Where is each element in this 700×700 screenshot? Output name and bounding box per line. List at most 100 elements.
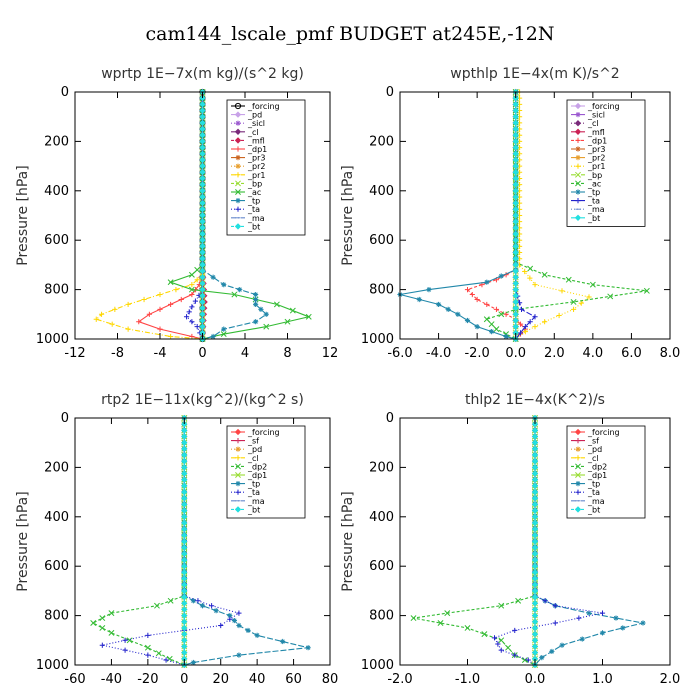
- series-point: [539, 654, 545, 661]
- series-point: [154, 602, 160, 609]
- series-point: [531, 451, 539, 459]
- legend-marker: [234, 428, 242, 436]
- series-point: [181, 563, 188, 570]
- legend: _forcing_sf_pd_cl_dp2_dp1_tp_ta_ma_bt: [226, 425, 306, 519]
- legend-entry: _pr1: [247, 171, 265, 180]
- legend-marker: [575, 163, 581, 169]
- legend-entry: _pr3: [247, 154, 265, 163]
- series-point: [99, 624, 106, 631]
- series-point: [181, 569, 188, 576]
- series-point: [305, 313, 312, 320]
- series-point: [181, 513, 188, 520]
- x-tick-label: 60: [285, 672, 302, 687]
- legend-entry: _dp1: [247, 145, 267, 154]
- series-point: [531, 421, 539, 428]
- series-point: [213, 608, 219, 614]
- legend-marker: [235, 180, 241, 187]
- series-point: [236, 652, 242, 658]
- series-point: [512, 311, 519, 318]
- legend-marker: [575, 472, 581, 478]
- y-axis-label: Pressure [hPa]: [340, 165, 356, 265]
- series-point: [531, 427, 539, 434]
- series-point: [181, 643, 188, 650]
- y-tick-label: 400: [369, 184, 394, 199]
- series-point: [181, 519, 188, 527]
- series-point: [199, 243, 206, 250]
- series-point: [108, 610, 115, 617]
- series-point: [189, 282, 195, 288]
- series-point: [98, 311, 105, 317]
- series-point: [253, 291, 259, 298]
- series-point: [199, 298, 206, 306]
- series-point: [531, 458, 539, 465]
- series-point: [99, 615, 106, 622]
- x-tick-label: 0: [180, 672, 188, 687]
- series-point: [181, 612, 188, 619]
- legend-marker: [575, 112, 581, 118]
- legend-marker: [575, 489, 581, 495]
- series-point: [542, 598, 548, 604]
- series-point: [168, 301, 174, 308]
- legend-marker: [575, 198, 581, 204]
- series-point: [531, 643, 539, 650]
- series-point: [495, 641, 501, 647]
- series-point: [125, 326, 131, 332]
- series-point: [599, 610, 606, 616]
- series-point: [199, 181, 206, 188]
- series-point: [199, 323, 206, 330]
- series-point: [531, 563, 539, 570]
- legend-marker: [234, 137, 242, 144]
- legend-entry: _sicl: [587, 111, 605, 120]
- y-tick-label: 1000: [361, 658, 394, 673]
- legend: _forcing_sf_pd_cl_dp2_dp1_tp_ta_ma_bt: [566, 425, 646, 519]
- series-point: [145, 632, 151, 638]
- series-point: [531, 519, 539, 527]
- series-point: [93, 316, 99, 322]
- legend-entry: _tp: [247, 480, 260, 489]
- legend-entry: _ac: [587, 179, 601, 188]
- series-point: [491, 635, 498, 641]
- series-point: [531, 470, 539, 477]
- series-point: [640, 620, 646, 626]
- series-point: [531, 476, 539, 483]
- series-point: [155, 650, 162, 657]
- series-point: [199, 113, 206, 120]
- series-point: [109, 321, 115, 327]
- x-tick-label: 80: [322, 672, 339, 687]
- series-point: [474, 296, 480, 303]
- legend-marker: [235, 198, 241, 204]
- legend-entry: _pr3: [587, 145, 605, 154]
- x-tick-label: 20: [212, 672, 229, 687]
- series-point: [220, 331, 227, 338]
- y-tick-label: 200: [369, 460, 394, 475]
- panel-title: wpthlp 1E−4x(m K)/s^2: [450, 66, 619, 82]
- series-point: [181, 464, 188, 471]
- series-point: [181, 593, 188, 601]
- series-point: [112, 306, 118, 312]
- x-tick-label: -4: [154, 346, 167, 361]
- series-point: [209, 603, 215, 609]
- series-point: [199, 169, 206, 176]
- series-point: [532, 324, 538, 330]
- series-point: [464, 287, 471, 293]
- legend-marker: [235, 146, 241, 152]
- legend-marker: [575, 463, 581, 470]
- legend-marker: [235, 155, 241, 161]
- series-line: [102, 418, 241, 666]
- y-tick-label: 0: [386, 411, 394, 426]
- series-point: [181, 538, 188, 545]
- legend-marker: [574, 428, 582, 436]
- series-point: [512, 113, 519, 120]
- y-tick-label: 1000: [36, 332, 69, 347]
- series-point: [284, 318, 291, 325]
- series-point: [512, 119, 519, 127]
- series-point: [542, 319, 548, 325]
- legend-marker: [575, 137, 581, 143]
- legend-marker: [575, 481, 581, 487]
- series-point: [199, 132, 206, 139]
- series-point: [512, 237, 519, 244]
- series-point: [531, 593, 539, 601]
- series-point: [512, 261, 519, 269]
